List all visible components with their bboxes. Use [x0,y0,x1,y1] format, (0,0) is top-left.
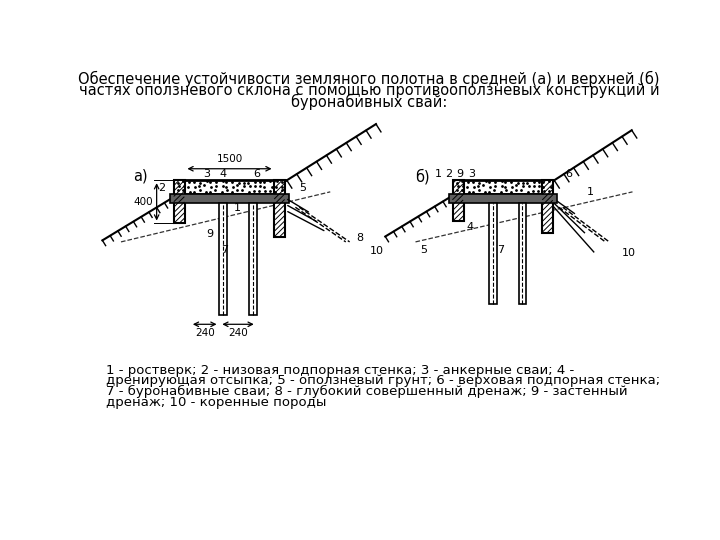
Text: 4: 4 [220,169,227,179]
Text: 9: 9 [456,169,463,179]
Text: 3: 3 [203,169,210,179]
Text: 3: 3 [469,169,476,179]
Text: 2: 2 [445,169,452,179]
Text: 6: 6 [253,169,260,179]
Bar [542,180,553,233]
Text: 5: 5 [300,183,307,193]
Text: 7: 7 [498,245,504,254]
Bar [249,204,256,315]
Text: 8: 8 [356,233,364,243]
Bar [170,194,289,204]
Bar [220,204,228,315]
Text: 1500: 1500 [217,154,243,164]
Text: 7 - буронабивные сваи; 8 - глубокий совершенный дренаж; 9 - застенный: 7 - буронабивные сваи; 8 - глубокий сове… [106,385,627,398]
Text: 400: 400 [134,197,153,207]
Text: б): б) [415,168,430,184]
Text: 5: 5 [420,245,427,254]
Text: 1: 1 [234,203,240,213]
Text: 10: 10 [621,248,636,259]
Bar [449,194,557,204]
Bar [174,180,184,224]
Text: 1: 1 [586,187,593,197]
Text: 240: 240 [195,328,215,338]
Text: а): а) [132,169,148,184]
Bar [453,180,464,221]
Text: 2: 2 [158,183,166,193]
Bar [518,204,526,303]
Text: 1 - ростверк; 2 - низовая подпорная стенка; 3 - анкерные сваи; 4 -: 1 - ростверк; 2 - низовая подпорная стен… [106,363,574,376]
Text: 6: 6 [565,169,572,179]
Bar [274,180,285,237]
Text: Обеспечение устойчивости земляного полотна в средней (а) и верхней (б): Обеспечение устойчивости земляного полот… [78,71,660,87]
Text: дренаж; 10 - коренные породы: дренаж; 10 - коренные породы [106,396,326,409]
Text: буронабивных свай:: буронабивных свай: [291,94,447,110]
Text: 4: 4 [466,221,473,232]
Text: дренирующая отсыпка; 5 - оползневый грунт; 6 - верховая подпорная стенка;: дренирующая отсыпка; 5 - оползневый грун… [106,374,660,387]
Text: 240: 240 [228,328,248,338]
Text: 7: 7 [221,245,228,254]
Text: 10: 10 [370,246,384,256]
Bar [489,204,497,303]
Text: 1: 1 [436,169,442,179]
Text: 9: 9 [206,229,213,239]
Text: частях оползневого склона с помощью противооползневых конструкций и: частях оползневого склона с помощью прот… [78,83,660,98]
